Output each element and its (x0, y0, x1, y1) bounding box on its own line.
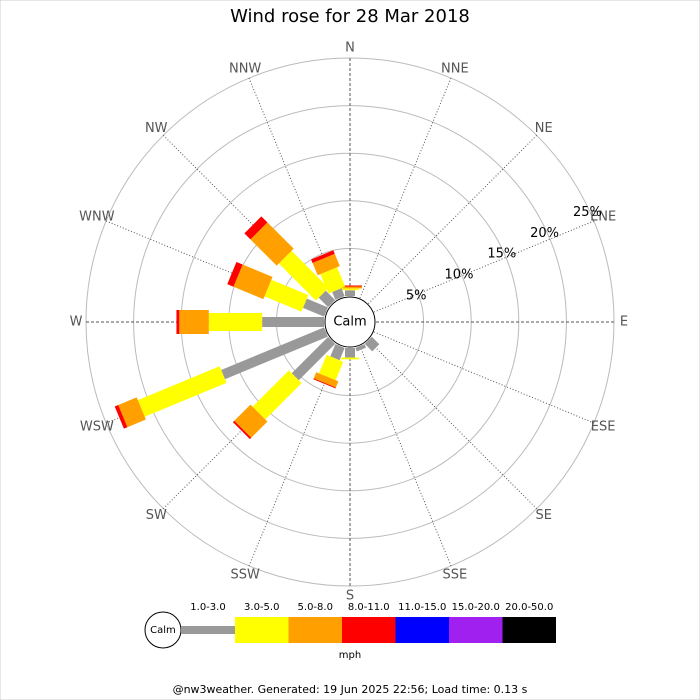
bar-segment (355, 344, 367, 352)
bar-segment (114, 405, 128, 429)
bar-segment (244, 216, 268, 240)
bar-segment (278, 250, 329, 301)
legend-swatch (395, 617, 449, 643)
legend-label: 20.0-50.0 (505, 602, 553, 613)
direction-label: ENE (590, 210, 616, 225)
direction-label: SSE (442, 568, 467, 583)
direction-label: SE (536, 508, 552, 523)
r-tick-label: 10% (445, 267, 474, 282)
spoke (359, 345, 452, 567)
legend-swatch (288, 617, 342, 643)
bar-segment (330, 344, 345, 361)
bar-segment (264, 279, 309, 312)
bar-segment (208, 313, 263, 331)
bar-segment (318, 290, 336, 308)
r-tick-label: 15% (487, 247, 516, 262)
direction-label: SSW (230, 568, 260, 583)
bar-segment (232, 420, 252, 440)
bars (114, 216, 385, 440)
bar-segment (221, 327, 328, 380)
legend-swatch (181, 626, 235, 634)
direction-label: NE (535, 121, 553, 136)
bar-segment (341, 357, 359, 360)
bar-segment (227, 261, 243, 287)
bar-segment (234, 404, 268, 438)
legend-label: 15.0-20.0 (452, 602, 500, 613)
bar-segment (364, 336, 380, 352)
bar-segment (320, 267, 346, 294)
legend-swatch (342, 617, 396, 643)
legend-label: 5.0-8.0 (298, 602, 333, 613)
grid: N NNE NE ENE E ESE SE SSE S SSW SW WSW W WNW NW NNW 5% 10… (70, 41, 629, 604)
legend-label: 3.0-5.0 (244, 602, 279, 613)
direction-label: WSW (80, 419, 114, 434)
bar-segment (176, 310, 180, 334)
spoke (368, 134, 538, 304)
calm-circle (324, 296, 376, 348)
legend-swatch (235, 617, 289, 643)
legend-label: 8.0-11.0 (348, 602, 390, 613)
bar-segment (313, 372, 339, 388)
direction-label: E (620, 315, 628, 330)
legend-label: 1.0-3.0 (190, 602, 225, 613)
legend-calm-label: Calm (150, 625, 176, 636)
bar-segment (345, 290, 355, 296)
chart-title: Wind rose for 28 Mar 2018 (230, 6, 470, 27)
r-tick-label: 5% (406, 288, 427, 303)
footer: @nw3weather. Generated: 19 Jun 2025 22:5… (173, 683, 528, 696)
bar-segment (302, 298, 328, 317)
bar-segment (312, 253, 340, 276)
legend-swatch (449, 617, 503, 643)
direction-label: NNE (441, 61, 469, 76)
bar-segment (252, 370, 302, 420)
direction-label: NNW (229, 61, 261, 76)
bar-segment (262, 317, 324, 327)
direction-label: S (346, 589, 354, 604)
legend-unit: mph (339, 650, 361, 661)
bar-segment (318, 354, 344, 381)
bar-segment (345, 348, 355, 358)
spoke (373, 220, 595, 313)
bar-segment (250, 222, 294, 266)
direction-label: W (70, 315, 83, 330)
bar-segment (233, 264, 273, 300)
bar-segment (118, 397, 146, 428)
spoke (368, 340, 538, 510)
r-tick-label: 25% (573, 205, 602, 220)
bar-segment (179, 310, 209, 334)
legend-label: 11.0-15.0 (398, 602, 446, 613)
legend-swatch (502, 617, 556, 643)
bar-segment (311, 250, 335, 263)
bar-segment (137, 366, 227, 417)
calm-label: Calm (333, 315, 366, 330)
legend: Calm mph 1.0-3.0 3.0-5.0 5.0-8.0 8.0-11.0 11… (144, 602, 556, 661)
direction-label: SW (146, 508, 167, 523)
direction-label: NW (145, 121, 168, 136)
bar-segment (291, 336, 336, 381)
bar-segment (341, 288, 359, 291)
spoke (373, 331, 595, 424)
bar-segment (332, 288, 345, 300)
bar-segment (313, 378, 336, 389)
spoke (359, 77, 452, 299)
direction-label: ESE (591, 419, 616, 434)
r-tick-label: 20% (530, 226, 559, 241)
direction-label: WNW (79, 210, 115, 225)
bar-segment (114, 406, 124, 429)
direction-label: N (345, 41, 355, 56)
